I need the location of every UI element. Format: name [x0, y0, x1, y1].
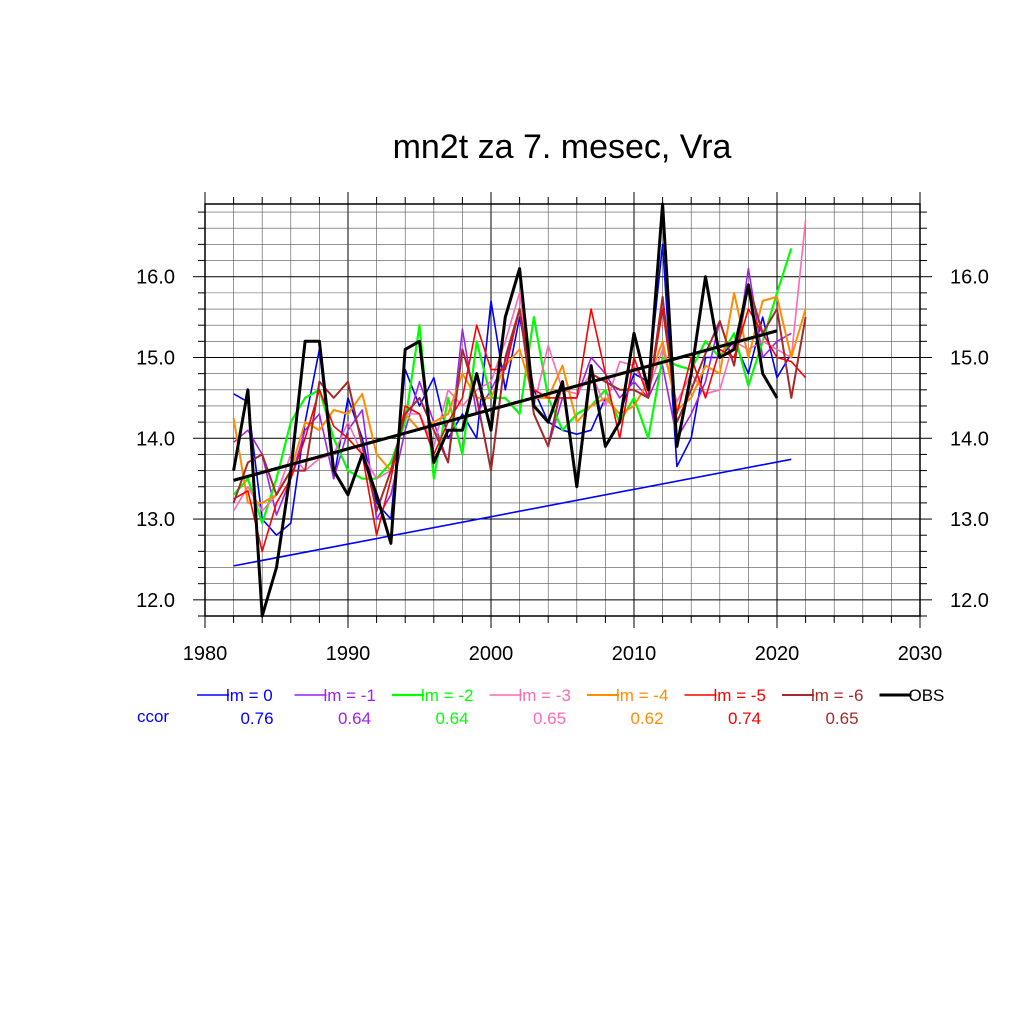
legend-ccor-value: 0.64 — [435, 709, 468, 728]
trend-line-top — [233, 329, 778, 482]
legend-ccor-value: 0.64 — [338, 709, 371, 728]
series-line — [232, 202, 779, 618]
plot-frame — [204, 203, 921, 617]
series-line — [232, 220, 807, 512]
legend-label: lm = 0 — [226, 686, 273, 705]
legend-label: lm = -5 — [714, 686, 766, 705]
x-tick-label: 1980 — [183, 643, 228, 665]
legend-ccor-value: 0.65 — [825, 709, 858, 728]
y-tick-label-right: 13.0 — [950, 509, 989, 531]
trend-line — [233, 458, 792, 567]
plot-series — [232, 202, 807, 618]
y-tick-label: 13.0 — [136, 509, 175, 531]
legend-ccor-value: 0.65 — [533, 709, 566, 728]
legend: ccor lm = 0 0.76 lm = -1 0.64 lm = -2 0.64 lm =… — [137, 686, 944, 728]
x-tick-label: 2020 — [755, 643, 800, 665]
grid-lines — [205, 204, 920, 617]
legend-label: lm = -6 — [811, 686, 863, 705]
legend-label: lm = -4 — [616, 686, 668, 705]
legend-label: lm = -1 — [324, 686, 376, 705]
chart-title: mn2t za 7. mesec, Vra — [393, 128, 732, 166]
series-line — [232, 283, 807, 512]
legend-label: lm = -3 — [519, 686, 571, 705]
y-tick-label: 14.0 — [136, 428, 175, 450]
axes: 1980 1990 2000 2010 2020 2030 12.0 12.0 13.0 13.0… — [136, 192, 989, 665]
y-tick-label-right: 12.0 — [950, 590, 989, 612]
legend-ccor-value: 0.74 — [728, 709, 761, 728]
y-tick-label-right: 16.0 — [950, 267, 989, 289]
y-tick-label-right: 15.0 — [950, 347, 989, 369]
legend-ccor-value: 0.62 — [630, 709, 663, 728]
legend-ccor-value: 0.76 — [240, 709, 273, 728]
y-tick-label: 15.0 — [136, 347, 175, 369]
x-tick-label: 2000 — [469, 643, 514, 665]
y-tick-label-right: 14.0 — [950, 428, 989, 450]
x-tick-label: 1990 — [326, 643, 371, 665]
ccor-label: ccor — [137, 707, 169, 726]
x-tick-label: 2030 — [898, 643, 943, 665]
y-tick-label: 16.0 — [136, 267, 175, 289]
legend-label: OBS — [909, 686, 945, 705]
y-tick-label: 12.0 — [136, 590, 175, 612]
x-tick-label: 2010 — [612, 643, 657, 665]
legend-label: lm = -2 — [421, 686, 473, 705]
